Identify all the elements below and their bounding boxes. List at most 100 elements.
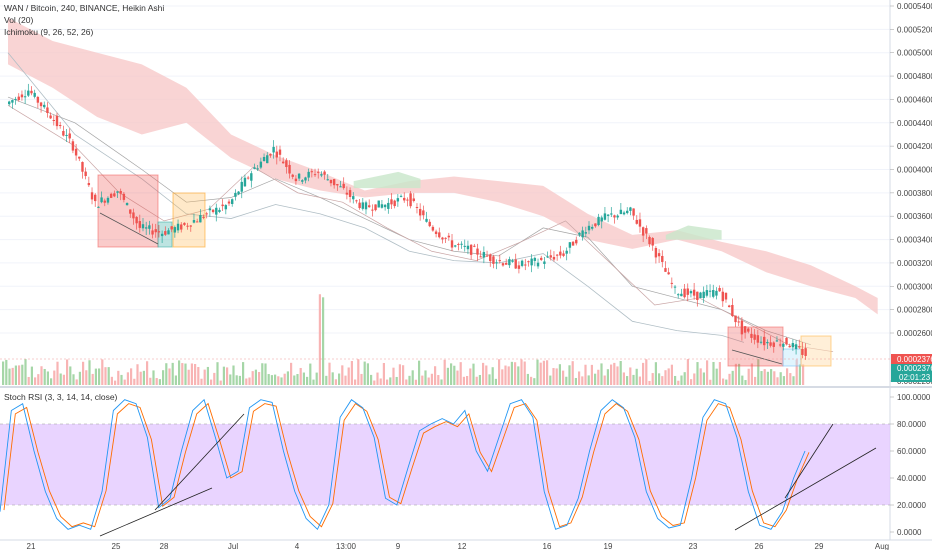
- volume-bar: [792, 376, 795, 385]
- candle-down: [479, 256, 482, 258]
- volume-bar: [450, 363, 453, 385]
- volume-bar: [254, 369, 257, 385]
- candle-up: [272, 146, 275, 153]
- volume-bar: [402, 365, 405, 385]
- volume-bar: [354, 379, 357, 385]
- candle-up: [65, 134, 68, 136]
- candle-down: [555, 254, 559, 256]
- candle-up: [766, 341, 769, 344]
- candle-up: [14, 98, 17, 100]
- candle-down: [313, 174, 317, 176]
- candle-down: [763, 336, 766, 346]
- candle-down: [374, 204, 377, 211]
- candle-down: [756, 335, 760, 343]
- candle-up: [8, 101, 11, 105]
- candle-down: [428, 221, 431, 227]
- volume-bar: [181, 363, 184, 385]
- volume-bar: [760, 371, 763, 385]
- volume-bar: [539, 362, 542, 385]
- volume-bar: [642, 362, 645, 385]
- candle-down: [804, 348, 807, 356]
- candle-down: [562, 253, 565, 256]
- candle-up: [167, 230, 170, 235]
- candle-up: [339, 186, 342, 188]
- volume-bar: [789, 373, 792, 385]
- candle-down: [737, 321, 740, 323]
- volume-bar: [485, 365, 488, 385]
- volume-bar: [245, 378, 248, 385]
- volume-bar: [130, 368, 133, 385]
- volume-bar: [690, 379, 693, 385]
- volume-bar: [754, 376, 757, 385]
- candle-down: [246, 177, 250, 179]
- time-axis[interactable]: 21 25 28 Jul 4 13:00 9 12 16 19 23 26 29 Aug: [27, 542, 890, 550]
- candle-down: [62, 130, 65, 136]
- volume-bar: [648, 380, 651, 385]
- volume-bar: [763, 369, 766, 385]
- price-axis[interactable]: 0.0005400 0.0005200 0.0005000 0.0004800 0.00…: [890, 2, 932, 537]
- volume-bar: [766, 371, 769, 385]
- candle-up: [100, 197, 103, 203]
- candle-up: [495, 262, 498, 264]
- volume-bar: [542, 360, 545, 385]
- volume-bar: [632, 374, 635, 385]
- candle-down: [403, 197, 406, 201]
- price-axis-label: 0.0004600: [897, 95, 932, 104]
- volume-bar: [190, 363, 193, 385]
- volume-bar: [123, 379, 126, 385]
- volume-bar: [552, 368, 555, 385]
- pattern-boxes[interactable]: [0, 174, 890, 367]
- candle-down: [278, 149, 282, 155]
- volume-bar: [434, 366, 437, 385]
- volume-bar: [213, 372, 216, 385]
- candle-up: [775, 340, 779, 342]
- stoch-axis-label: 100.0000: [897, 393, 931, 402]
- candle-down: [409, 193, 412, 207]
- volume-bar: [514, 362, 517, 385]
- volume-bar: [283, 373, 286, 385]
- candle-down: [686, 288, 689, 295]
- volume-bars: [2, 294, 805, 385]
- candle-up: [33, 92, 36, 97]
- ichimoku-cloud: [8, 17, 878, 315]
- candle-down: [122, 193, 126, 200]
- volume-bar: [568, 365, 571, 385]
- candle-down: [422, 210, 425, 216]
- candle-up: [304, 177, 307, 181]
- candle-up: [144, 227, 148, 229]
- volume-bar: [619, 361, 622, 385]
- volume-bar: [453, 365, 456, 385]
- candle-down: [444, 237, 447, 239]
- volume-bar: [629, 367, 632, 385]
- volume-bar: [242, 362, 245, 385]
- candle-down: [294, 178, 298, 182]
- candle-up: [536, 262, 540, 267]
- candle-up: [568, 242, 572, 248]
- volume-bar: [507, 366, 510, 385]
- candle-down: [801, 348, 804, 355]
- volume-bar: [722, 378, 725, 385]
- candle-up: [240, 181, 243, 192]
- candle-down: [788, 345, 791, 348]
- candle-down: [393, 200, 396, 207]
- candle-up: [250, 173, 253, 181]
- candle-up: [482, 252, 486, 258]
- candle-down: [740, 320, 744, 335]
- candle-up: [600, 217, 603, 222]
- volume-bar: [693, 373, 696, 385]
- candle-up: [425, 218, 428, 222]
- volume-bar: [430, 373, 433, 385]
- volume-bar: [382, 362, 385, 385]
- candle-down: [750, 333, 753, 338]
- candle-down: [317, 171, 320, 173]
- volume-bar: [315, 372, 318, 385]
- volume-bar: [670, 364, 673, 385]
- candle-down: [641, 227, 645, 236]
- volume-bar: [427, 377, 430, 385]
- volume-bar: [27, 376, 30, 385]
- stoch-axis-label: 20.0000: [897, 501, 926, 510]
- volume-bar: [331, 372, 334, 385]
- candle-up: [597, 216, 600, 226]
- chikou-span: [7, 52, 745, 343]
